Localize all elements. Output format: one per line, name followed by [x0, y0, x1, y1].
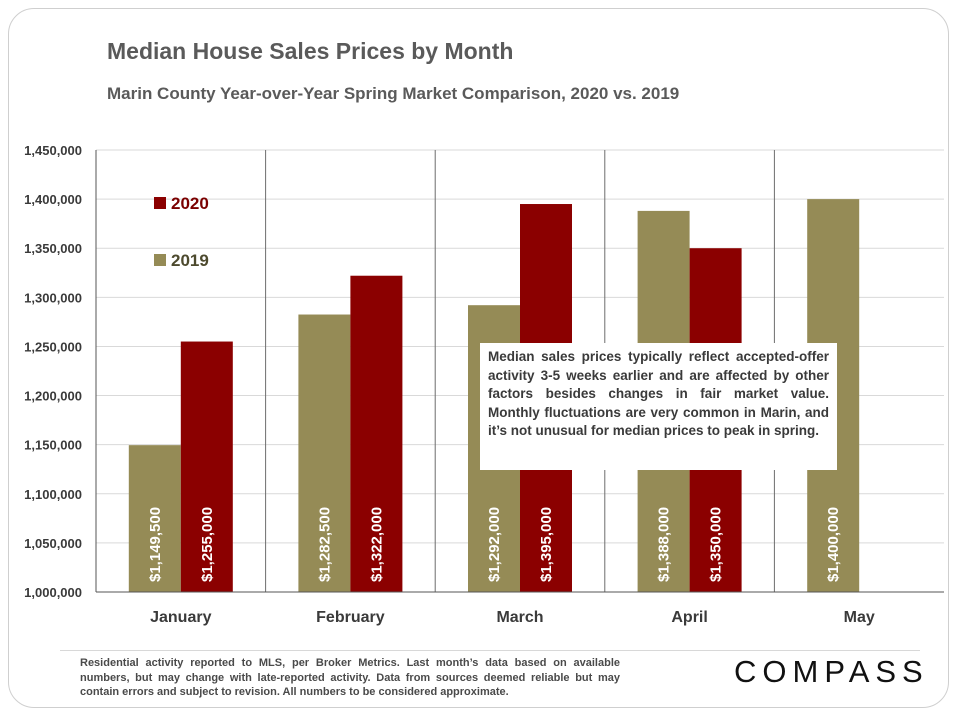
y-tick-label: 1,100,000 — [24, 487, 82, 502]
data-label: $1,282,500 — [316, 507, 333, 582]
data-label: $1,350,000 — [708, 507, 725, 582]
bar-2019-february — [298, 314, 351, 592]
x-category-label: March — [496, 609, 543, 626]
data-label: $1,395,000 — [538, 507, 555, 582]
data-label: $1,400,000 — [825, 507, 842, 582]
bar-2019-january — [128, 445, 181, 592]
x-category-label: May — [844, 609, 875, 626]
y-tick-label: 1,150,000 — [24, 438, 82, 453]
source-footnote: Residential activity reported to MLS, pe… — [80, 657, 620, 698]
y-tick-label: 1,450,000 — [24, 143, 82, 158]
bar-2020-february — [350, 275, 403, 592]
bar-2020-january — [180, 341, 233, 592]
x-category-label: February — [316, 609, 385, 626]
x-category-label: April — [671, 609, 707, 626]
axes: 1,000,000 1,050,000 1,100,000 1,150,000 1,20… — [24, 143, 944, 626]
data-labels: $1,149,500 $1,255,000 $1,282,500 $1,322,000… — [147, 507, 842, 582]
data-label: $1,388,000 — [656, 507, 673, 582]
y-tick-label: 1,400,000 — [24, 192, 82, 207]
y-tick-label: 1,250,000 — [24, 339, 82, 354]
legend-label-2019: 2019 — [171, 251, 209, 270]
bars — [128, 199, 860, 593]
data-label: $1,255,000 — [199, 507, 216, 582]
data-label: $1,292,000 — [486, 507, 503, 582]
y-tick-label: 1,300,000 — [24, 290, 82, 305]
legend: 2020 2019 — [154, 194, 209, 270]
footer-divider — [60, 650, 920, 651]
chart-title: Median House Sales Prices by Month — [107, 38, 514, 64]
chart-subtitle: Marin County Year-over-Year Spring Marke… — [107, 84, 680, 103]
y-tick-label: 1,000,000 — [24, 585, 82, 600]
annotation-box: Median sales prices typically reflect ac… — [480, 343, 837, 470]
y-tick-label: 1,050,000 — [24, 536, 82, 551]
y-tick-label: 1,200,000 — [24, 389, 82, 404]
x-category-label: January — [150, 609, 211, 626]
legend-swatch-2020 — [154, 197, 166, 209]
y-tick-label: 1,350,000 — [24, 241, 82, 256]
data-label: $1,149,500 — [147, 507, 164, 582]
legend-label-2020: 2020 — [171, 194, 209, 213]
compass-logo: COMPASS — [734, 654, 929, 689]
data-label: $1,322,000 — [368, 507, 385, 582]
legend-swatch-2019 — [154, 254, 166, 266]
